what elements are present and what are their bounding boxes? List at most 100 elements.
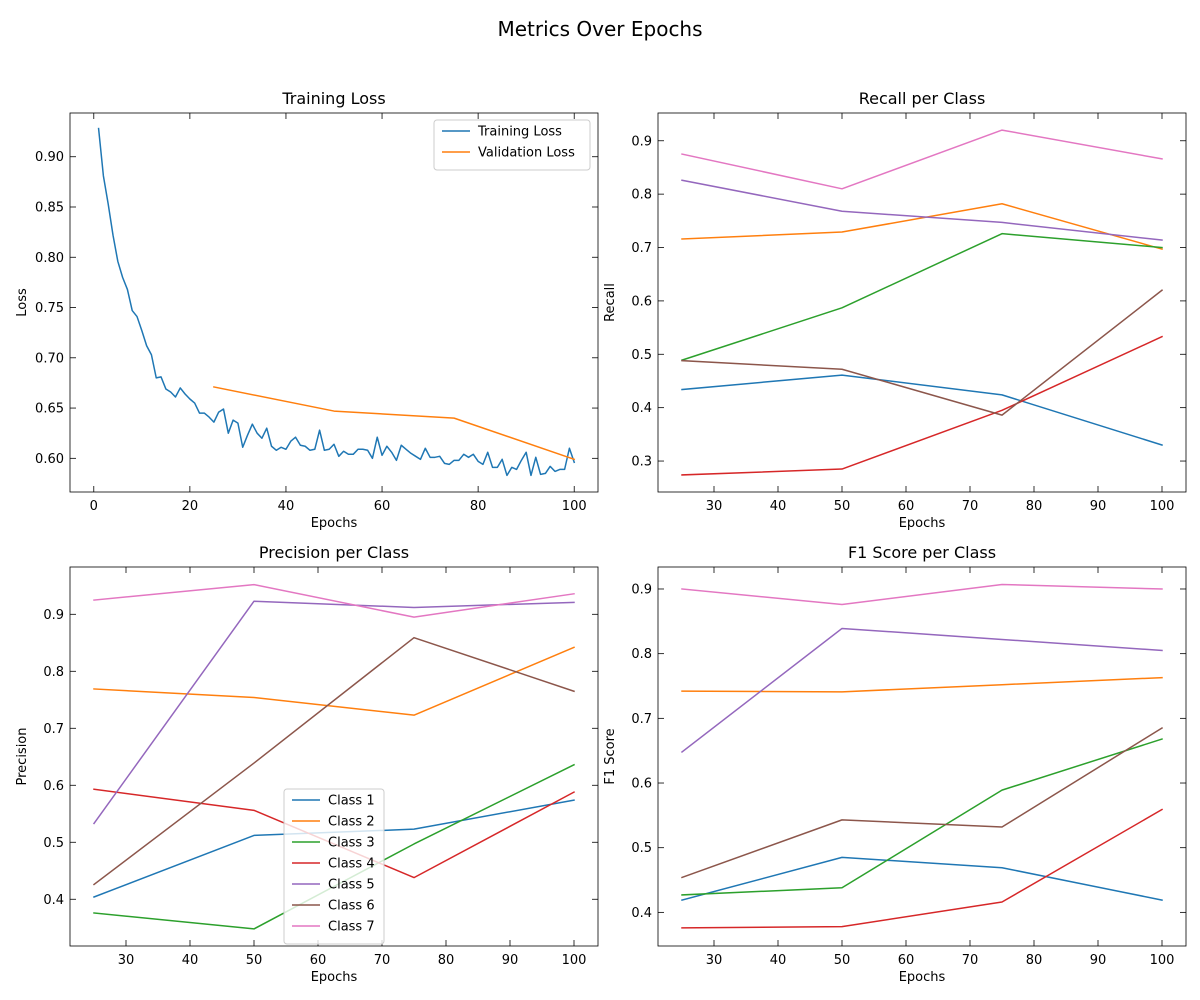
series-line-class-6 (92, 636, 575, 886)
legend-entry: Training Loss (477, 125, 562, 140)
series-line-training-loss (97, 127, 576, 477)
x-axis-label: Epochs (899, 970, 946, 985)
x-tick-label: 40 (770, 953, 787, 968)
x-axis-label: Epochs (311, 516, 358, 531)
x-tick-label: 90 (1090, 953, 1107, 968)
figure-title: Metrics Over Epochs (497, 17, 702, 41)
x-tick-label: 0 (90, 499, 98, 514)
y-axis-label: Recall (603, 283, 618, 322)
y-tick-label: 0.4 (43, 893, 64, 908)
legend-entry: Class 7 (328, 920, 375, 935)
series-line-class-2 (681, 203, 1163, 251)
legend-box (433, 119, 591, 171)
y-tick-label: 0.5 (631, 841, 652, 856)
x-tick-label: 80 (470, 499, 487, 514)
series-line-class-3 (681, 738, 1163, 896)
panel-title: Training Loss (281, 89, 385, 108)
legend-entry: Class 3 (328, 836, 375, 851)
series-line-class-2 (681, 676, 1163, 693)
chart-panel-1: 0 20 40 60 80 100 0.60 0.65 0.70 0.75 0.80 0.85 0.90… (15, 89, 599, 531)
y-tick-label: 0.65 (35, 402, 64, 417)
x-tick-label: 20 (182, 499, 199, 514)
series-group (680, 583, 1164, 929)
panel-title: Precision per Class (259, 543, 409, 562)
series-line-class-5 (680, 627, 1163, 754)
series-group (97, 127, 576, 477)
x-tick-label: 70 (962, 499, 979, 514)
y-tick-label: 0.9 (631, 582, 652, 597)
x-tick-label: 30 (706, 499, 723, 514)
series-line-class-7 (93, 583, 575, 618)
x-tick-label: 50 (246, 953, 263, 968)
y-tick-label: 0.4 (631, 906, 652, 921)
chart-panel-3: 30 40 50 60 70 80 90 100 0.4 0.5 0.6 0.7 0.8 0.9 Preci… (15, 543, 599, 985)
x-tick-label: 100 (1150, 499, 1175, 514)
legend-entry: Class 4 (328, 857, 375, 872)
y-tick-label: 0.9 (43, 608, 64, 623)
y-tick-label: 0.7 (631, 712, 652, 727)
chart-panel-4: 30 40 50 60 70 80 90 100 0.4 0.5 0.6 0.7 0.8 0.9 F1 Sc… (603, 543, 1187, 985)
y-tick-label: 0.3 (631, 455, 652, 470)
legend-entry: Class 2 (328, 815, 375, 830)
x-tick-label: 100 (562, 953, 587, 968)
series-line-class-5 (681, 179, 1163, 241)
y-tick-label: 0.85 (35, 200, 64, 215)
axes-frame (657, 566, 1187, 947)
y-tick-label: 0.6 (631, 777, 652, 792)
x-tick-label: 90 (1090, 499, 1107, 514)
y-tick-label: 0.8 (631, 188, 652, 203)
y-tick-label: 0.8 (631, 647, 652, 662)
y-tick-label: 0.6 (43, 779, 64, 794)
y-tick-label: 0.7 (43, 722, 64, 737)
x-tick-label: 40 (182, 953, 199, 968)
series-line-class-7 (681, 583, 1163, 606)
x-tick-label: 70 (962, 953, 979, 968)
series-line-validation-loss (213, 386, 576, 461)
legend-entry: Class 6 (328, 899, 375, 914)
legend: Training Loss Validation Loss (433, 119, 591, 171)
series-line-class-2 (93, 646, 575, 716)
legend: Class 1 Class 2 Class 3 Class 4 Class 5 Class… (283, 788, 385, 945)
y-tick-label: 0.4 (631, 401, 652, 416)
x-tick-label: 40 (278, 499, 295, 514)
chart-panel-2: 30 40 50 60 70 80 90 100 0.3 0.4 0.5 0.6 0.7 0.8 0.9 Re… (603, 89, 1187, 531)
axes-frame (657, 112, 1187, 493)
y-tick-label: 0.6 (631, 294, 652, 309)
x-tick-label: 60 (898, 499, 915, 514)
y-axis-label: Precision (15, 727, 30, 785)
x-tick-label: 70 (374, 953, 391, 968)
panel-title: F1 Score per Class (848, 543, 996, 562)
x-tick-label: 30 (118, 953, 135, 968)
y-tick-label: 0.5 (43, 836, 64, 851)
x-tick-label: 80 (1026, 499, 1043, 514)
y-tick-label: 0.60 (35, 452, 64, 467)
series-line-class-7 (681, 129, 1163, 190)
y-tick-label: 0.90 (35, 150, 64, 165)
x-tick-label: 50 (834, 953, 851, 968)
x-tick-label: 80 (1026, 953, 1043, 968)
legend-entry: Validation Loss (478, 146, 575, 161)
axes-frame (69, 112, 599, 493)
legend-entry: Class 1 (328, 794, 375, 809)
axes-frame (69, 566, 599, 947)
panel-title: Recall per Class (859, 89, 986, 108)
x-tick-label: 60 (310, 953, 327, 968)
series-line-class-4 (681, 808, 1164, 929)
x-tick-label: 80 (438, 953, 455, 968)
series-line-class-4 (681, 335, 1163, 476)
x-tick-label: 30 (706, 953, 723, 968)
series-line-class-6 (681, 289, 1164, 416)
x-tick-label: 40 (770, 499, 787, 514)
legend-entry: Class 5 (328, 878, 375, 893)
x-tick-label: 90 (502, 953, 519, 968)
y-tick-label: 0.75 (35, 301, 64, 316)
series-line-class-3 (681, 232, 1163, 362)
x-tick-label: 50 (834, 499, 851, 514)
y-tick-label: 0.7 (631, 241, 652, 256)
x-tick-label: 60 (374, 499, 391, 514)
x-tick-label: 100 (562, 499, 587, 514)
series-line-class-1 (681, 374, 1163, 446)
series-group (681, 129, 1164, 476)
